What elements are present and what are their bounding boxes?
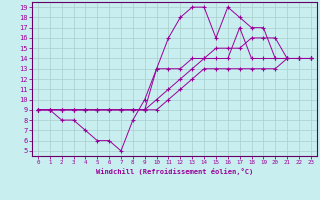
X-axis label: Windchill (Refroidissement éolien,°C): Windchill (Refroidissement éolien,°C): [96, 168, 253, 175]
